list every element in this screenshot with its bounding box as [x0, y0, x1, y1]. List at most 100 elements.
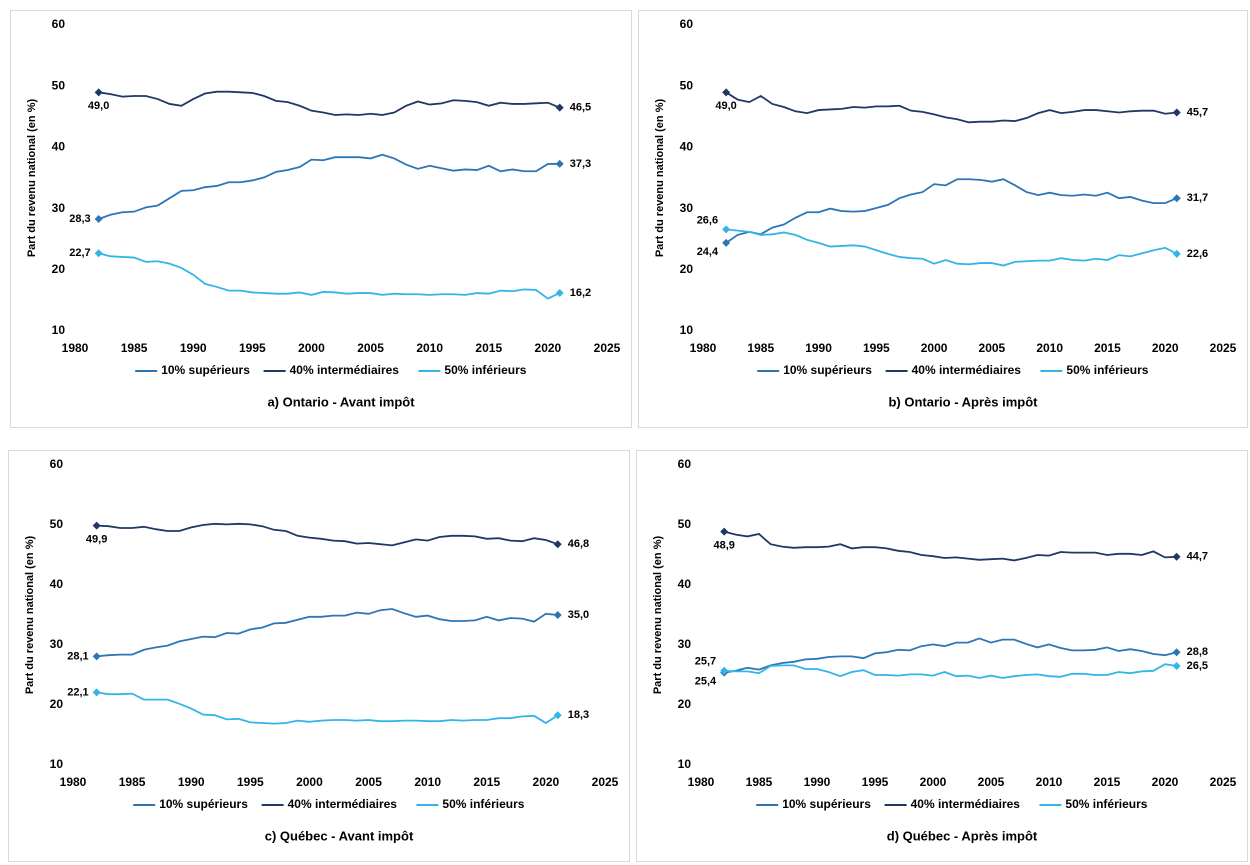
- legend-label: 50% inférieurs: [1066, 363, 1148, 377]
- chart: 10 20 30 40 50 60 1980 1985 1990 1995 2000 2005 2010…: [8, 450, 630, 862]
- point-marker: [94, 88, 103, 97]
- x-tick-label: 2010: [1036, 775, 1063, 789]
- data-label: 35,0: [568, 609, 589, 621]
- point-marker: [1172, 249, 1181, 258]
- series-line: [96, 691, 559, 725]
- y-tick-label: 50: [50, 517, 64, 531]
- y-tick-label: 60: [52, 17, 66, 31]
- data-label: 49,9: [86, 534, 107, 546]
- y-tick-label: 40: [678, 577, 692, 591]
- point-marker: [722, 88, 731, 97]
- y-tick-label: 60: [678, 457, 692, 471]
- data-label: 45,7: [1187, 106, 1208, 118]
- x-tick-label: 2015: [1094, 341, 1121, 355]
- x-tick-label: 1980: [688, 775, 715, 789]
- y-tick-label: 50: [52, 78, 66, 92]
- series-line: [725, 91, 1177, 124]
- series-line: [98, 252, 561, 300]
- x-tick-label: 2005: [357, 341, 384, 355]
- y-tick-label: 50: [678, 517, 692, 531]
- legend-label: 50% inférieurs: [444, 363, 526, 377]
- data-label: 18,3: [568, 709, 589, 721]
- data-label: 44,7: [1187, 551, 1208, 563]
- y-tick-label: 60: [680, 17, 694, 31]
- x-tick-label: 2000: [296, 775, 323, 789]
- chart-title: a) Ontario - Avant impôt: [267, 394, 415, 409]
- data-label: 28,8: [1187, 646, 1208, 658]
- x-tick-label: 2010: [1036, 341, 1063, 355]
- x-tick-label: 2010: [414, 775, 441, 789]
- chart-title: d) Québec - Après impôt: [887, 828, 1038, 843]
- x-tick-label: 1985: [119, 775, 146, 789]
- point-marker: [553, 611, 562, 619]
- data-label: 22,1: [67, 686, 88, 698]
- data-label: 48,9: [713, 540, 734, 552]
- series-line: [96, 522, 559, 547]
- point-marker: [555, 159, 564, 168]
- y-axis-label: Part du revenu national (en %): [24, 536, 36, 695]
- y-tick-label: 50: [680, 78, 694, 92]
- data-label: 24,4: [697, 246, 719, 258]
- x-tick-label: 1985: [121, 341, 148, 355]
- panel-frame: [638, 10, 1248, 428]
- chart: 10 20 30 40 50 60 1980 1985 1990 1995 2000 2005 2010…: [638, 10, 1248, 428]
- y-tick-label: 10: [50, 757, 64, 771]
- series-line: [98, 90, 561, 116]
- x-tick-label: 2005: [979, 341, 1006, 355]
- y-tick-label: 10: [678, 757, 692, 771]
- y-tick-label: 30: [50, 637, 64, 651]
- y-tick-label: 20: [52, 262, 66, 276]
- point-marker: [553, 711, 562, 720]
- chart-title: b) Ontario - Après impôt: [888, 394, 1038, 409]
- point-marker: [92, 652, 101, 661]
- x-tick-label: 2025: [1210, 341, 1237, 355]
- x-tick-label: 1980: [690, 341, 717, 355]
- point-marker: [720, 666, 729, 675]
- x-tick-label: 2015: [473, 775, 500, 789]
- series-line: [723, 530, 1177, 562]
- x-tick-label: 2020: [1152, 775, 1179, 789]
- point-marker: [92, 688, 101, 697]
- y-axis-label: Part du revenu national (en %): [26, 99, 38, 258]
- x-tick-label: 2025: [594, 341, 621, 355]
- data-label: 46,8: [568, 538, 589, 550]
- panel-frame: [10, 10, 632, 428]
- y-tick-label: 20: [680, 262, 694, 276]
- data-label: 31,7: [1187, 192, 1208, 204]
- x-tick-label: 1995: [239, 341, 266, 355]
- x-tick-label: 1995: [237, 775, 264, 789]
- x-tick-label: 2020: [533, 775, 560, 789]
- y-tick-label: 10: [52, 323, 66, 337]
- y-tick-label: 60: [50, 457, 64, 471]
- x-tick-label: 2010: [416, 341, 443, 355]
- point-marker: [1172, 648, 1181, 657]
- x-tick-label: 2020: [1152, 341, 1179, 355]
- x-tick-label: 1995: [862, 775, 889, 789]
- x-tick-label: 1990: [178, 775, 205, 789]
- x-tick-label: 2005: [978, 775, 1005, 789]
- x-tick-label: 2000: [298, 341, 325, 355]
- data-label: 16,2: [570, 287, 591, 299]
- series-line: [726, 228, 1178, 267]
- y-tick-label: 20: [50, 697, 64, 711]
- point-marker: [1172, 552, 1181, 561]
- y-tick-label: 40: [680, 140, 694, 154]
- x-tick-label: 1990: [805, 341, 832, 355]
- y-tick-label: 40: [52, 140, 66, 154]
- data-label: 28,1: [67, 650, 88, 662]
- y-tick-label: 30: [52, 201, 66, 215]
- y-tick-label: 40: [50, 577, 64, 591]
- data-label: 37,3: [570, 158, 591, 170]
- series-line: [96, 608, 558, 658]
- point-marker: [1172, 662, 1181, 670]
- point-marker: [555, 103, 564, 112]
- data-label: 49,0: [715, 100, 736, 112]
- x-tick-label: 2000: [921, 341, 948, 355]
- point-marker: [94, 215, 103, 224]
- chart: 10 20 30 40 50 60 1980 1985 1990 1995 2000 2005 2010…: [10, 10, 632, 428]
- x-tick-label: 2015: [475, 341, 502, 355]
- x-tick-label: 1990: [180, 341, 207, 355]
- chart: 10 20 30 40 50 60 1980 1985 1990 1995 2000 2005 2010…: [636, 450, 1248, 862]
- y-axis-label: Part du revenu national (en %): [652, 536, 664, 695]
